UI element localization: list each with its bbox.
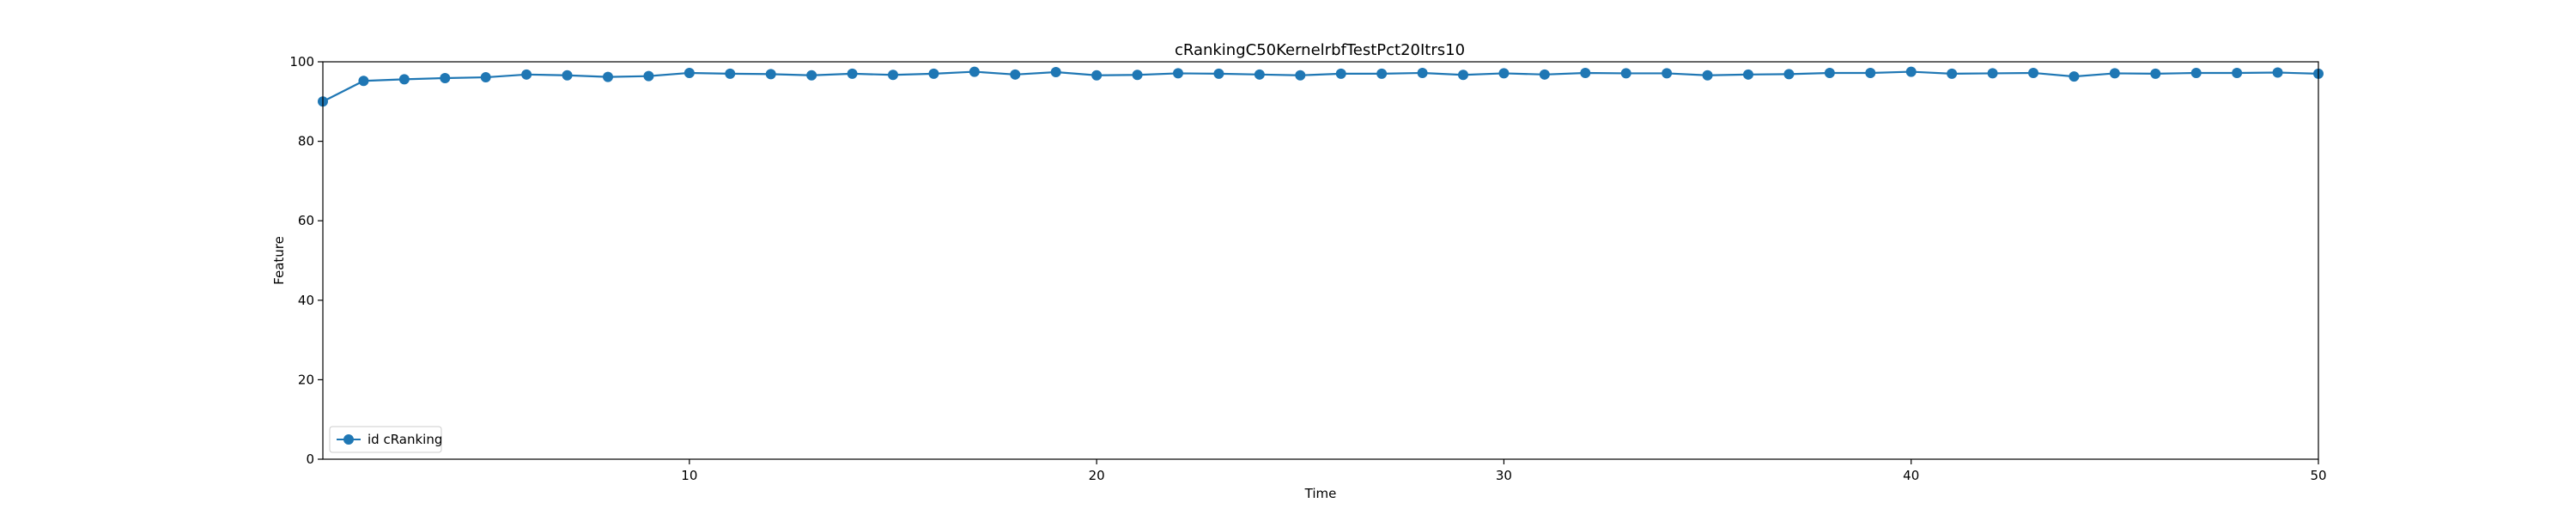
data-point [1662, 68, 1673, 79]
data-point [1091, 70, 1103, 81]
data-point [1783, 69, 1795, 80]
axes: 10 20 30 40 50 0 20 40 60 80 100 [289, 54, 2326, 483]
data-point [1010, 69, 1021, 80]
data-point [1865, 67, 1876, 78]
data-point [1702, 70, 1713, 81]
y-tick-label: 100 [289, 54, 314, 70]
data-point [1987, 68, 1998, 79]
chart-title: cRankingC50KernelrbfTestPct20Itrs10 [1175, 41, 1465, 59]
data-point [2232, 67, 2243, 78]
data-point [969, 66, 980, 77]
data-point [521, 69, 532, 80]
y-tick-label: 20 [298, 372, 314, 387]
data-point [1458, 70, 1468, 81]
legend: id cRanking [329, 426, 442, 453]
data-point [765, 69, 776, 80]
data-point [2150, 68, 2161, 79]
data-point [1173, 68, 1183, 79]
legend-dot-marker [343, 434, 354, 445]
data-point [1905, 66, 1917, 77]
legend-entry-id-cranking: id cRanking [368, 432, 442, 447]
y-tick-label: 0 [306, 451, 314, 467]
x-tick-label: 30 [1496, 468, 1512, 483]
data-point [2069, 71, 2080, 82]
data-point [2190, 67, 2202, 78]
data-point [1376, 68, 1388, 79]
x-tick-label: 50 [2310, 468, 2326, 483]
data-point [440, 72, 451, 83]
data-point [1620, 68, 1631, 79]
data-point [1743, 69, 1753, 80]
data-point [398, 74, 410, 85]
data-point [1295, 70, 1306, 81]
data-point [562, 70, 573, 81]
data-point [1050, 67, 1061, 78]
data-point [1254, 69, 1265, 80]
data-point [1539, 69, 1550, 80]
data-point [1335, 68, 1346, 79]
data-point [1498, 68, 1510, 79]
x-tick-label: 40 [1903, 468, 1919, 483]
data-point [603, 71, 613, 82]
x-tick-label: 10 [681, 468, 697, 483]
data-point [806, 70, 817, 81]
series-layer [318, 66, 2324, 107]
plot-frame [322, 61, 2319, 460]
x-tick-label: 20 [1089, 468, 1105, 483]
data-point [1947, 68, 1958, 79]
y-tick-label: 80 [298, 134, 314, 149]
data-point [1824, 67, 1835, 78]
data-point [1132, 70, 1143, 81]
data-point [847, 68, 858, 79]
data-point [683, 67, 695, 78]
data-point [2272, 67, 2283, 78]
legend-box [329, 426, 442, 453]
data-point [480, 72, 491, 83]
data-point [888, 70, 898, 81]
y-axis-label: Feature [271, 236, 287, 285]
data-point [2109, 68, 2120, 79]
data-point [643, 70, 654, 82]
data-point [1417, 67, 1428, 78]
data-point [725, 68, 736, 79]
data-point [1213, 68, 1224, 79]
y-tick-label: 40 [298, 293, 314, 308]
data-point [2028, 67, 2038, 78]
data-point [358, 76, 369, 87]
data-point [1580, 67, 1591, 78]
y-tick-label: 60 [298, 213, 314, 228]
series-line [322, 70, 2319, 103]
x-axis-label: Time [1304, 486, 1337, 501]
data-point [928, 68, 939, 79]
